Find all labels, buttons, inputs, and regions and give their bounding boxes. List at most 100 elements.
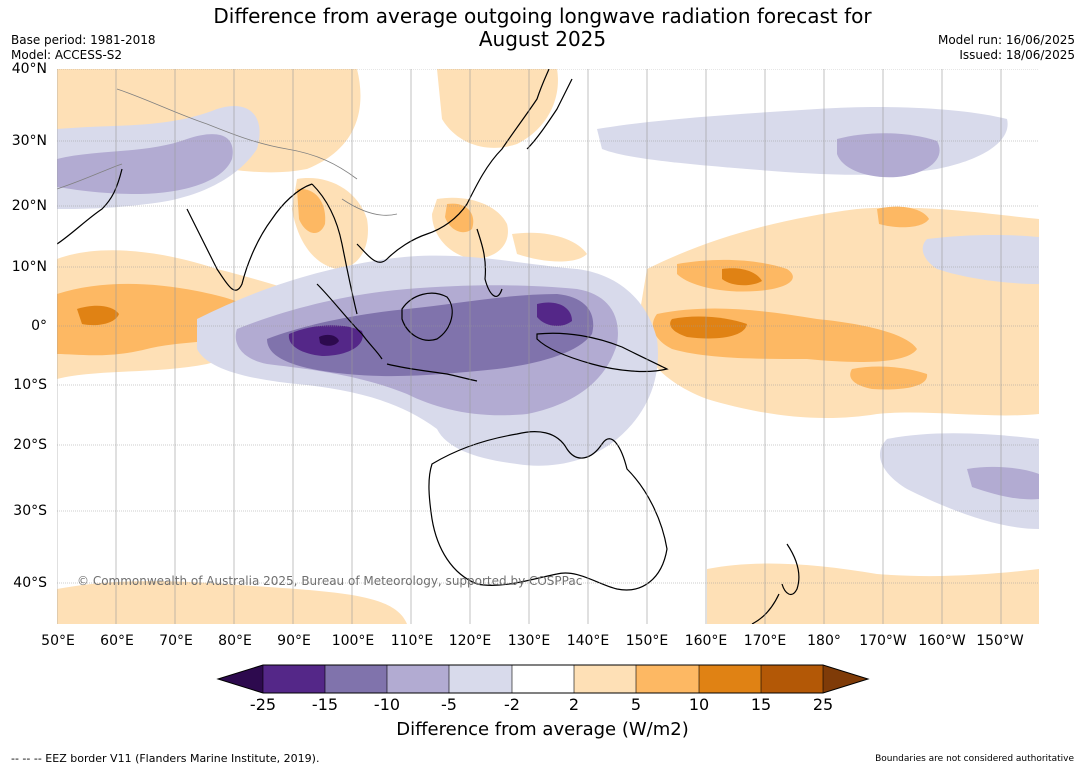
colorbar-minus-10-5 bbox=[387, 665, 449, 693]
new-zealand-coastline bbox=[751, 543, 800, 624]
title-line-2: August 2025 bbox=[478, 27, 607, 51]
anomaly-minus-5-10 bbox=[837, 133, 940, 178]
colorbar-tick: -5 bbox=[441, 695, 457, 714]
anomaly-10-15 bbox=[670, 316, 747, 339]
lat-label-10s: 10°S bbox=[13, 377, 47, 393]
issued-date: Issued: 18/06/2025 bbox=[959, 48, 1075, 62]
australia-coastline bbox=[428, 431, 668, 591]
lon-label-160w: 160°W bbox=[918, 633, 966, 649]
anomaly-lt-minus-25 bbox=[319, 334, 339, 346]
lon-label-140e: 140°E bbox=[566, 633, 610, 649]
anomaly-5-10 bbox=[297, 188, 326, 234]
lon-label-170w: 170°W bbox=[859, 633, 907, 649]
colorbar-label: Difference from average (W/m2) bbox=[396, 719, 689, 740]
colorbar-dividers bbox=[262, 665, 824, 693]
colorbar-tick: 10 bbox=[688, 695, 710, 714]
borneo-coastline bbox=[401, 292, 453, 341]
anomaly-minus-10-15 bbox=[267, 294, 594, 377]
colorbar-gt-25 bbox=[823, 665, 868, 693]
colorbar-tick: -2 bbox=[504, 695, 520, 714]
meta-right: Model run: 16/06/2025 Issued: 18/06/2025 bbox=[938, 33, 1075, 63]
lat-label-40n: 40°N bbox=[11, 61, 47, 77]
colorbar-15-25 bbox=[761, 665, 823, 693]
lat-label-20s: 20°S bbox=[13, 437, 47, 453]
anomaly-10-15 bbox=[722, 268, 762, 286]
lat-label-10n: 10°N bbox=[11, 259, 47, 275]
colorbar-minus-2-2 bbox=[512, 665, 574, 693]
colorbar-tick: 5 bbox=[630, 695, 642, 714]
border-line bbox=[116, 88, 358, 180]
colorbar-10-15 bbox=[699, 665, 761, 693]
anomaly-2-5 bbox=[437, 69, 558, 148]
lon-label-160e: 160°E bbox=[684, 633, 728, 649]
philippines-coastline bbox=[476, 228, 503, 297]
gridlines bbox=[57, 69, 1039, 624]
model-run: Model run: 16/06/2025 bbox=[937, 33, 1075, 47]
anomaly-10-15 bbox=[77, 305, 119, 326]
japan-coastline bbox=[526, 78, 573, 150]
copyright-notice: © Commonwealth of Australia 2025, Bureau… bbox=[77, 574, 583, 588]
colorbar-lt-minus-25 bbox=[218, 665, 263, 693]
anomaly-5-10 bbox=[850, 366, 928, 390]
colorbar-tick: 2 bbox=[568, 695, 580, 714]
base-period: Base period: 1981-2018 bbox=[11, 33, 156, 47]
india-coastline bbox=[186, 183, 313, 291]
lon-label-150w: 150°W bbox=[976, 633, 1024, 649]
anomaly-5-10 bbox=[877, 206, 929, 228]
colorbar-tick: -15 bbox=[311, 695, 339, 714]
lon-label-90e: 90°E bbox=[277, 633, 311, 649]
anomaly-shading-extreme-neg bbox=[319, 334, 339, 346]
lat-label-30n: 30°N bbox=[11, 133, 47, 149]
java-coastline bbox=[386, 363, 478, 382]
southeast-asia-coastline bbox=[311, 69, 550, 315]
model-name: Model: ACCESS-S2 bbox=[11, 48, 123, 62]
border-line bbox=[341, 198, 398, 216]
lat-label-0: 0° bbox=[31, 318, 47, 334]
footer-disclaimer: Boundaries are not considered authoritat… bbox=[875, 754, 1074, 764]
map-title: Difference from average outgoing longwav… bbox=[0, 5, 1085, 51]
colorbar-5-10 bbox=[636, 665, 699, 693]
anomaly-minus-5-10 bbox=[967, 466, 1039, 500]
footer-eez-note: -- -- -- EEZ border V11 (Flanders Marine… bbox=[11, 752, 320, 765]
colorbar-tick: 15 bbox=[750, 695, 772, 714]
anomaly-minus-5-10 bbox=[57, 134, 233, 194]
lon-label-120e: 120°E bbox=[448, 633, 492, 649]
colorbar-minus-5-2 bbox=[449, 665, 512, 693]
colorbar-tick: 25 bbox=[812, 695, 834, 714]
lon-label-70e: 70°E bbox=[159, 633, 193, 649]
coastlines bbox=[57, 69, 800, 624]
colorbar bbox=[216, 664, 870, 694]
colorbar-minus-25-15 bbox=[263, 665, 325, 693]
olr-anomaly-map bbox=[57, 69, 1039, 624]
lon-label-60e: 60°E bbox=[100, 633, 134, 649]
anomaly-minus-15-25 bbox=[537, 302, 572, 326]
sumatra-coastline bbox=[316, 283, 383, 360]
anomaly-minus-2-5 bbox=[879, 433, 1039, 529]
lon-label-150e: 150°E bbox=[625, 633, 669, 649]
colorbar-2-5 bbox=[574, 665, 636, 693]
colorbar-minus-15-10 bbox=[325, 665, 387, 693]
border-line bbox=[57, 163, 123, 190]
lon-label-180: 180° bbox=[807, 633, 841, 649]
lon-label-130e: 130°E bbox=[507, 633, 551, 649]
anomaly-minus-2-5 bbox=[922, 234, 1039, 284]
anomaly-2-5 bbox=[57, 581, 407, 624]
lat-label-40s: 40°S bbox=[13, 575, 47, 591]
lon-label-110e: 110°E bbox=[390, 633, 434, 649]
lon-label-50e: 50°E bbox=[41, 633, 75, 649]
anomaly-2-5 bbox=[512, 232, 587, 262]
country-borders bbox=[57, 88, 398, 216]
colorbar-tick: -25 bbox=[249, 695, 277, 714]
anomaly-shading-10-15 bbox=[77, 268, 762, 339]
meta-left: Base period: 1981-2018 Model: ACCESS-S2 bbox=[11, 33, 156, 63]
title-line-1: Difference from average outgoing longwav… bbox=[213, 4, 872, 28]
lon-label-80e: 80°E bbox=[218, 633, 252, 649]
anomaly-shading-10-15-neg bbox=[267, 294, 594, 377]
lat-label-20n: 20°N bbox=[11, 198, 47, 214]
anomaly-5-10 bbox=[445, 203, 474, 233]
anomaly-2-5 bbox=[707, 563, 1039, 624]
lon-label-100e: 100°E bbox=[331, 633, 375, 649]
new-guinea-coastline bbox=[536, 332, 669, 373]
arabia-coastline bbox=[57, 168, 123, 245]
lat-label-30s: 30°S bbox=[13, 503, 47, 519]
